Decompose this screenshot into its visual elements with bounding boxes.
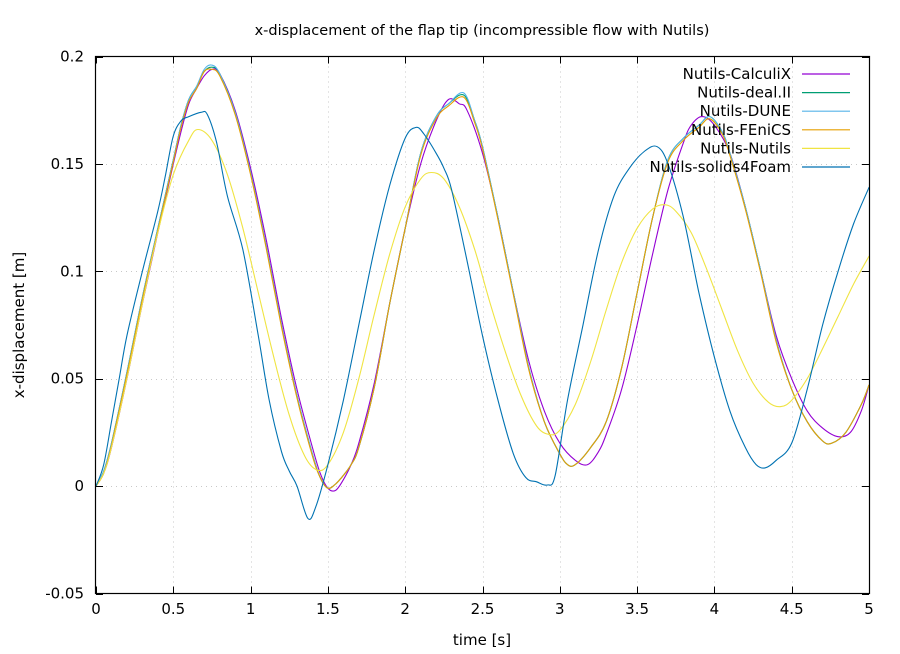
x-tick-label: 0	[91, 600, 101, 618]
legend-label: Nutils-deal.II	[697, 84, 791, 102]
x-tick-label: 3	[555, 600, 565, 618]
plot-area	[96, 64, 869, 520]
series-nutils-dune-line	[96, 64, 869, 489]
legend-label: Nutils-solids4Foam	[650, 158, 791, 176]
y-tick-label: 0	[74, 477, 84, 495]
y-tick-label: -0.05	[45, 585, 84, 603]
plot-frame	[94, 55, 871, 595]
x-axis-title: time [s]	[453, 631, 511, 649]
legend-item-nutils-fenics: Nutils-FEniCS	[691, 121, 850, 139]
y-axis-title: x-displacement [m]	[10, 252, 28, 398]
x-tick-label: 1.5	[316, 600, 340, 618]
x-tick-label: 1	[246, 600, 256, 618]
y-tick-label: 0.1	[60, 262, 84, 280]
legend-item-nutils-deal-ii: Nutils-deal.II	[697, 84, 850, 102]
y-tick-label: 0.15	[51, 155, 84, 173]
x-tick-label: 5	[864, 600, 874, 618]
y-tick-label: 0.05	[51, 370, 84, 388]
legend-item-nutils-dune: Nutils-DUNE	[700, 102, 850, 120]
x-tick-label: 2	[400, 600, 410, 618]
legend-label: Nutils-FEniCS	[691, 121, 791, 139]
x-tick-label: 4.5	[780, 600, 804, 618]
legend-item-nutils-nutils: Nutils-Nutils	[700, 139, 850, 157]
x-tick-label: 0.5	[161, 600, 185, 618]
axis-ticks	[96, 56, 870, 595]
series-nutils-fenics-line	[96, 68, 869, 489]
series-nutils-solids4foam-line	[96, 110, 869, 520]
x-tick-label: 4	[710, 600, 720, 618]
y-tick-label: 0.2	[60, 48, 84, 66]
x-axis-tick-labels: 0 0.5 1 1.5 2 2.5 3 3.5 4 4.5 5	[91, 600, 874, 618]
legend: Nutils-CalculiXNutils-deal.IINutils-DUNE…	[650, 65, 850, 176]
legend-label: Nutils-DUNE	[700, 102, 791, 120]
x-tick-label: 3.5	[625, 600, 649, 618]
legend-label: Nutils-Nutils	[700, 139, 791, 157]
legend-item-nutils-solids4foam: Nutils-solids4Foam	[650, 158, 850, 176]
legend-item-nutils-calculix: Nutils-CalculiX	[683, 65, 850, 83]
series-nutils-nutils-line	[96, 128, 869, 487]
y-axis-tick-labels: -0.05 0 0.05 0.1 0.15 0.2	[45, 48, 84, 603]
legend-label: Nutils-CalculiX	[683, 65, 791, 83]
x-tick-label: 2.5	[471, 600, 495, 618]
chart-title: x-displacement of the flap tip (incompre…	[255, 23, 710, 39]
